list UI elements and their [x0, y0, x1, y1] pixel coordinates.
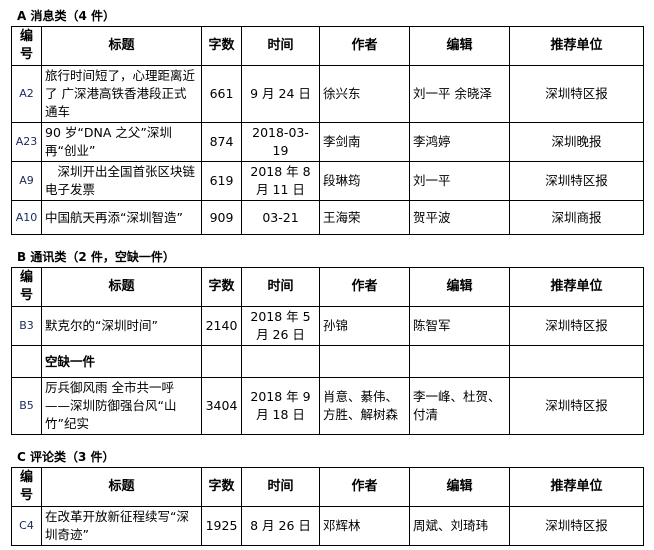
- cell-time: 2018 年 8 月 11 日: [241, 161, 320, 201]
- header-code: 编号: [11, 267, 42, 307]
- cell-unit: 深圳特区报: [509, 65, 644, 123]
- table-row: B3 默克尔的“深圳时间” 2140 2018 年 5 月 26 日孙锦 陈智军 深圳特区…: [11, 306, 644, 346]
- cell-code: A9: [11, 161, 42, 201]
- cell-author: 李剑南: [319, 122, 410, 162]
- cell-editor: 陈智军: [409, 306, 510, 346]
- cell-time: 2018 年 9 月 18 日: [241, 377, 320, 435]
- cell-code: B5: [11, 377, 42, 435]
- cell-code: C4: [11, 506, 42, 546]
- cell-unit: 深圳特区报: [509, 161, 644, 201]
- section-table: 编号 标题 字数 时间 作者 编辑 推荐单位 B3 默克尔的“深圳时间” 2140 2018 年 5…: [11, 267, 644, 435]
- cell-author: 肖意、綦伟、方胜、解树森: [319, 377, 410, 435]
- section-table: 编号 标题 字数 时间 作者 编辑 推荐单位 A2 旅行时间短了，心理距离近了 广深港高铁香港段…: [11, 26, 644, 235]
- cell-words: 1925: [201, 506, 242, 546]
- header-row: 编号 标题 字数 时间 作者 编辑 推荐单位: [11, 467, 644, 507]
- cell-unit: 深圳特区报: [509, 377, 644, 435]
- header-title: 标题: [41, 467, 202, 507]
- header-time: 时间: [241, 267, 320, 307]
- cell-unit: 深圳商报: [509, 200, 644, 235]
- header-editor: 编辑: [409, 26, 510, 66]
- header-author: 作者: [319, 26, 410, 66]
- table-row: A23 90 岁“DNA 之父”深圳再“创业” 874 2018-03-19 李剑南 李鸿…: [11, 122, 644, 162]
- cell-title: 默克尔的“深圳时间”: [41, 306, 202, 346]
- cell-editor: 刘一平 余晓泽: [409, 65, 510, 123]
- header-words: 字数: [201, 26, 242, 66]
- cell-author: 邓辉林: [319, 506, 410, 546]
- cell-author: 孙锦: [319, 306, 410, 346]
- header-time: 时间: [241, 467, 320, 507]
- cell-title: 厉兵御风雨 全市共一呼 ——深圳防御强台风“山竹”纪实: [41, 377, 202, 435]
- header-code: 编号: [11, 467, 42, 507]
- cell-code: B3: [11, 306, 42, 346]
- cell-title: 90 岁“DNA 之父”深圳再“创业”: [41, 122, 202, 162]
- cell-words: [201, 345, 242, 378]
- cell-author: 徐兴东: [319, 65, 410, 123]
- cell-unit: [509, 345, 644, 378]
- header-author: 作者: [319, 267, 410, 307]
- cell-time: 2018-03-19: [241, 122, 320, 162]
- cell-title: 空缺一件: [41, 345, 202, 378]
- cell-title: 在改革开放新征程续写“深圳奇迹”: [41, 506, 202, 546]
- cell-title: 旅行时间短了，心理距离近了 广深港高铁香港段正式通车: [41, 65, 202, 123]
- cell-words: 909: [201, 200, 242, 235]
- header-time: 时间: [241, 26, 320, 66]
- table-row: A10 中国航天再添“深圳智造” 909 03-21 王海荣 贺平波 深圳商报: [11, 200, 644, 235]
- header-unit: 推荐单位: [509, 267, 644, 307]
- cell-author: 段琳筠: [319, 161, 410, 201]
- cell-time: 2018 年 5 月 26 日: [241, 306, 320, 346]
- cell-author: [319, 345, 410, 378]
- cell-unit: 深圳特区报: [509, 306, 644, 346]
- section-gap: [11, 235, 643, 249]
- section-table: 编号 标题 字数 时间 作者 编辑 推荐单位 C4 在改革开放新征程续写“深圳奇迹” 1925 8 …: [11, 467, 644, 546]
- cell-time: 03-21: [241, 200, 320, 235]
- header-title: 标题: [41, 267, 202, 307]
- cell-words: 3404: [201, 377, 242, 435]
- cell-author: 王海荣: [319, 200, 410, 235]
- header-row: 编号 标题 字数 时间 作者 编辑 推荐单位: [11, 26, 644, 66]
- cell-editor: 李鸿婷: [409, 122, 510, 162]
- cell-words: 874: [201, 122, 242, 162]
- table-row: 空缺一件: [11, 345, 644, 378]
- cell-editor: 周斌、刘琦玮: [409, 506, 510, 546]
- header-editor: 编辑: [409, 267, 510, 307]
- cell-unit: 深圳特区报: [509, 506, 644, 546]
- section-title: C 评论类（3 件）: [17, 450, 115, 464]
- table-row: B5 厉兵御风雨 全市共一呼 ——深圳防御强台风“山竹”纪实 3404 2018 年 …: [11, 377, 644, 435]
- cell-code: A10: [11, 200, 42, 235]
- cell-words: 661: [201, 65, 242, 123]
- cell-code: [11, 345, 42, 378]
- cell-title: 深圳开出全国首张区块链电子发票: [41, 161, 202, 201]
- cell-editor: 李一峰、杜贺、付清: [409, 377, 510, 435]
- header-row: 编号 标题 字数 时间 作者 编辑 推荐单位: [11, 267, 644, 307]
- cell-editor: 刘一平: [409, 161, 510, 201]
- header-unit: 推荐单位: [509, 26, 644, 66]
- cell-time: 8 月 26 日: [241, 506, 320, 546]
- header-title: 标题: [41, 26, 202, 66]
- header-code: 编号: [11, 26, 42, 66]
- header-words: 字数: [201, 267, 242, 307]
- header-words: 字数: [201, 467, 242, 507]
- table-row: A2 旅行时间短了，心理距离近了 广深港高铁香港段正式通车 661 9 月 24 日徐…: [11, 65, 644, 123]
- header-unit: 推荐单位: [509, 467, 644, 507]
- section-gap: [11, 435, 643, 449]
- cell-code: A2: [11, 65, 42, 123]
- cell-time: [241, 345, 320, 378]
- cell-title: 中国航天再添“深圳智造”: [41, 200, 202, 235]
- cell-code: A23: [11, 122, 42, 162]
- cell-words: 619: [201, 161, 242, 201]
- cell-editor: 贺平波: [409, 200, 510, 235]
- header-author: 作者: [319, 467, 410, 507]
- table-row: A9 深圳开出全国首张区块链电子发票 619 2018 年 8 月 11 日段琳筠刘…: [11, 161, 644, 201]
- cell-time: 9 月 24 日: [241, 65, 320, 123]
- section-title: B 通讯类（2 件，空缺一件）: [17, 250, 175, 264]
- cell-unit: 深圳晚报: [509, 122, 644, 162]
- section-title: A 消息类（4 件）: [17, 9, 115, 23]
- cell-words: 2140: [201, 306, 242, 346]
- header-editor: 编辑: [409, 467, 510, 507]
- cell-editor: [409, 345, 510, 378]
- table-row: C4 在改革开放新征程续写“深圳奇迹” 1925 8 月 26 日邓辉林 周斌、刘琦玮深…: [11, 506, 644, 546]
